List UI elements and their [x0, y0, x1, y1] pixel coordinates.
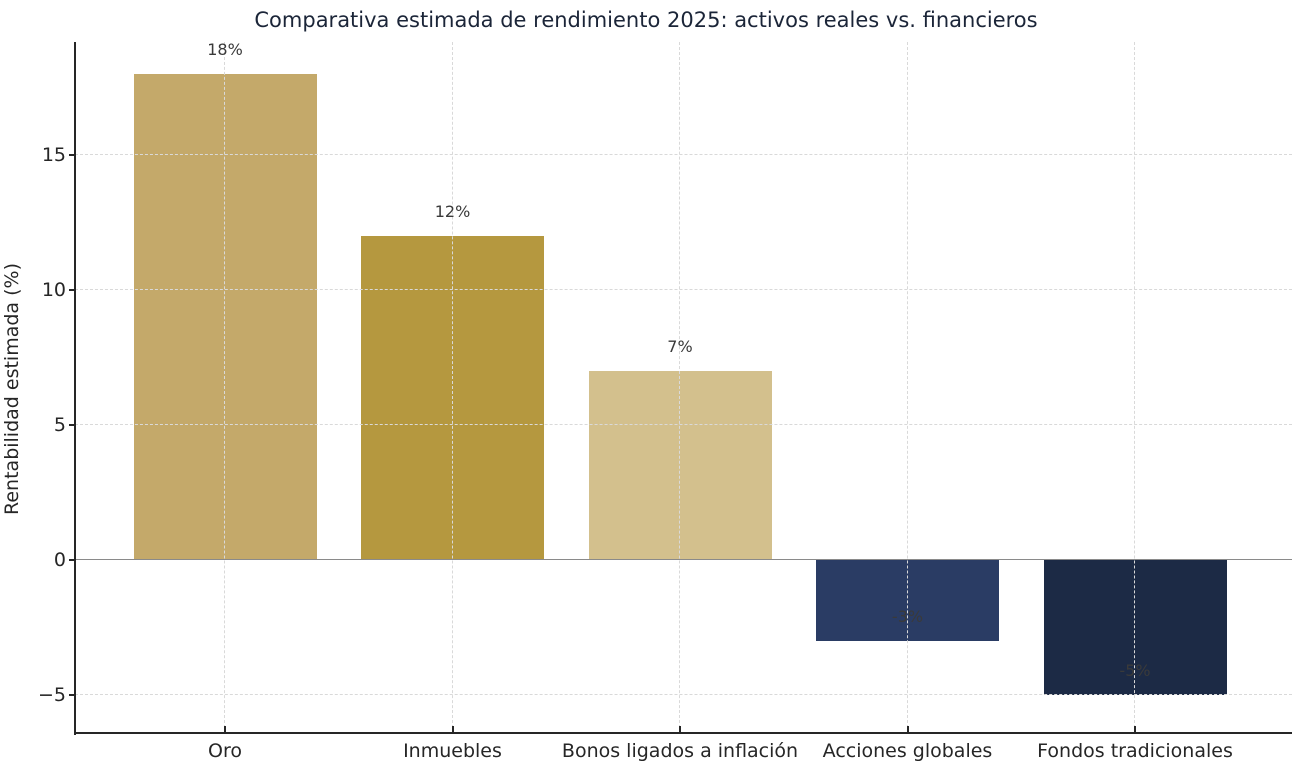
chart-title: Comparativa estimada de rendimiento 2025…	[254, 8, 1038, 32]
bar-1	[361, 236, 544, 560]
left-spine	[74, 42, 76, 735]
y-tick	[69, 559, 75, 561]
value-label: 7%	[667, 337, 693, 356]
y-tick-label: 15	[41, 144, 66, 166]
y-axis-label: Rentabilidad estimada (%)	[1, 263, 23, 515]
bar-2	[588, 371, 772, 560]
vertical-gridline	[451, 42, 453, 733]
horizontal-gridline	[75, 154, 1292, 155]
value-label: -3%	[891, 607, 924, 626]
x-tick	[906, 726, 909, 732]
vertical-gridline	[906, 42, 908, 733]
y-tick-label: 5	[53, 414, 66, 436]
horizontal-gridline	[75, 289, 1292, 290]
vertical-gridline	[679, 42, 680, 733]
bar-3	[816, 560, 999, 641]
x-tick	[1134, 726, 1136, 732]
x-tick	[679, 726, 681, 732]
y-tick-label: 10	[41, 279, 66, 301]
horizontal-gridline	[75, 694, 1292, 695]
x-tick-label: Fondos tradicionales	[1037, 740, 1233, 762]
x-tick	[224, 726, 226, 732]
y-tick	[69, 289, 75, 291]
vertical-gridline	[1134, 42, 1135, 733]
bar-4	[1043, 560, 1227, 695]
y-tick-label: 0	[53, 549, 66, 571]
y-tick	[69, 694, 75, 696]
value-label: 12%	[434, 202, 471, 221]
y-tick	[69, 424, 75, 426]
horizontal-gridline	[75, 424, 1292, 425]
x-tick	[451, 726, 454, 732]
bottom-spine	[74, 732, 1292, 734]
x-tick-label: Bonos ligados a inflación	[561, 740, 799, 762]
y-tick-label: −5	[37, 684, 66, 706]
value-label: 18%	[207, 40, 243, 59]
x-tick-label: Acciones globales	[822, 740, 993, 762]
zero-line	[75, 559, 1292, 560]
bar-0	[133, 74, 317, 560]
vertical-gridline	[224, 42, 225, 733]
x-tick-label: Inmuebles	[403, 740, 502, 762]
y-tick	[69, 154, 75, 156]
x-tick-label: Oro	[208, 740, 242, 762]
value-label: -5%	[1119, 661, 1151, 680]
